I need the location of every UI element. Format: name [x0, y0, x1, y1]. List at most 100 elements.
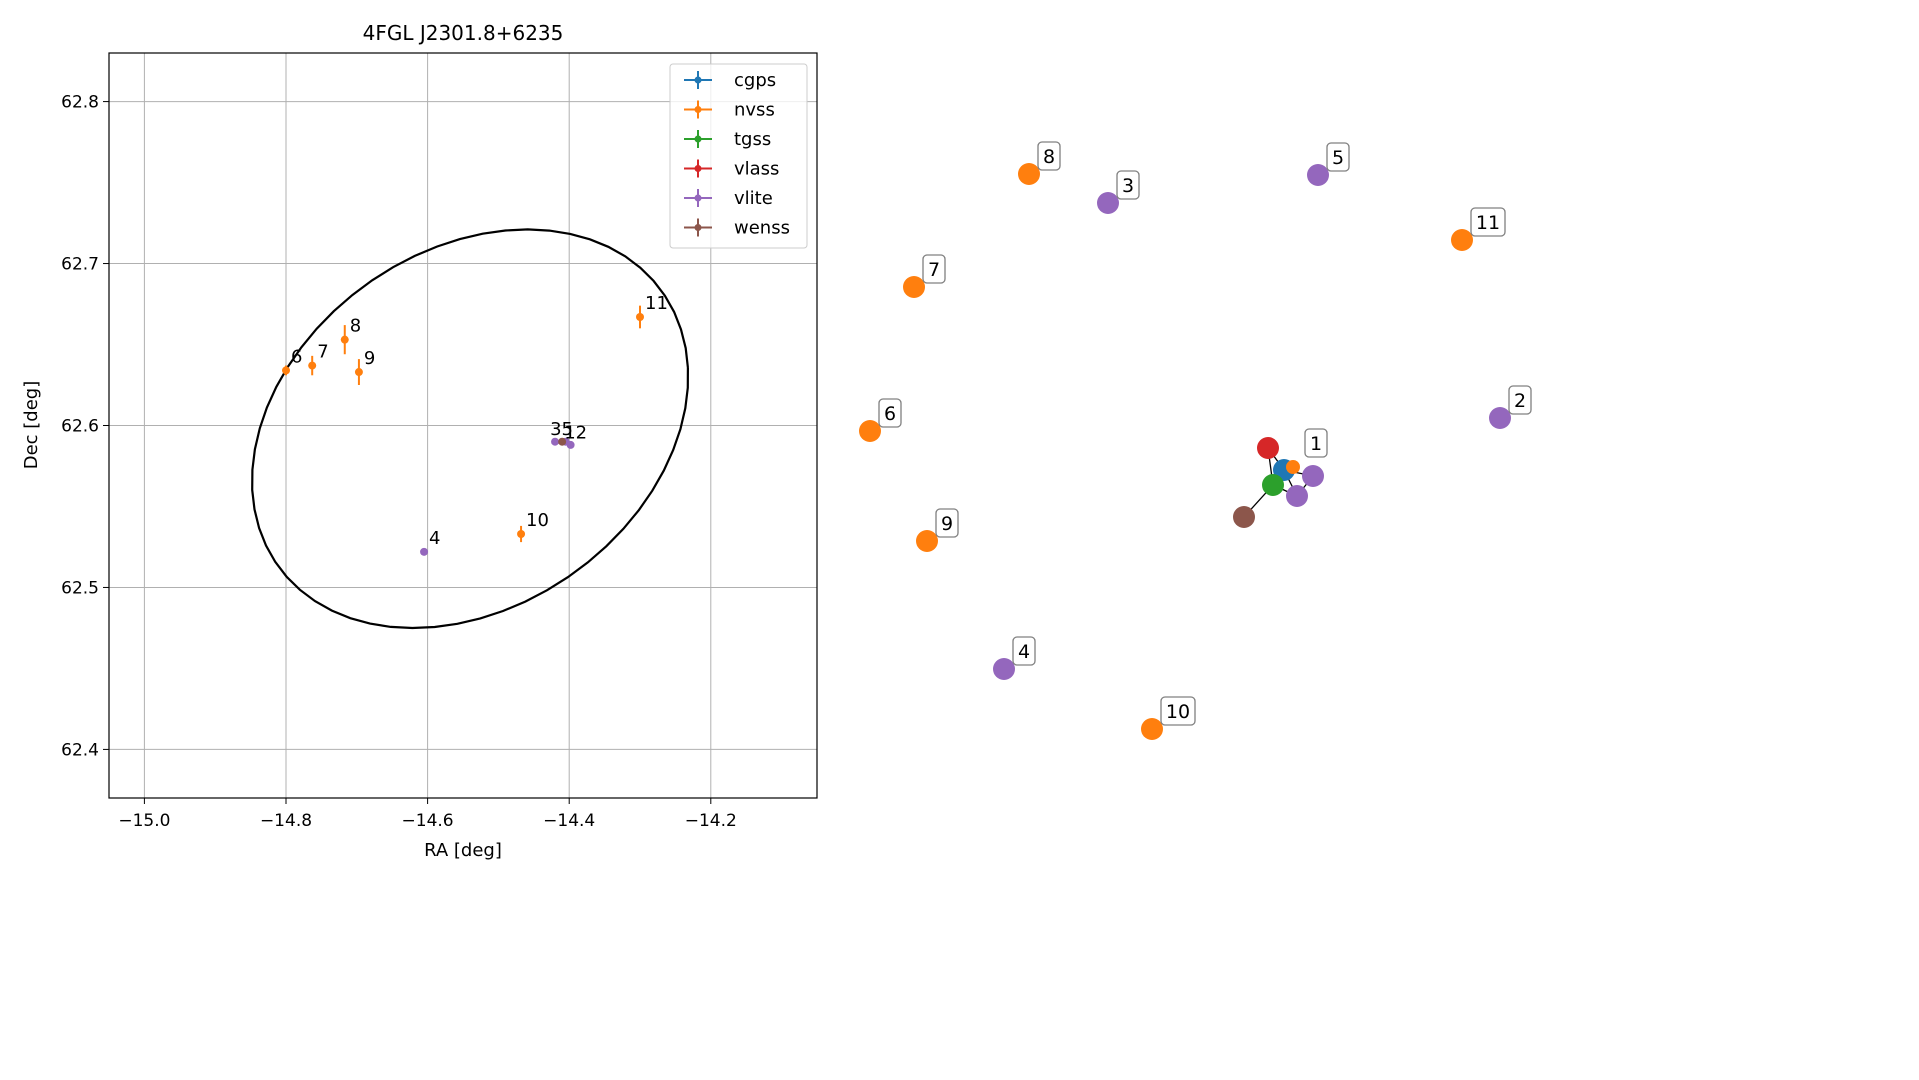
point-label: 8 — [350, 316, 361, 337]
node-label: 6 — [884, 403, 896, 425]
node-label-box: 7 — [922, 254, 946, 284]
legend-label: cgps — [734, 70, 776, 91]
label-box-frame — [1304, 428, 1328, 458]
legend-label: vlass — [734, 159, 779, 180]
node-label-box: 3 — [1116, 170, 1140, 200]
x-tick-label: −15.0 — [118, 811, 170, 831]
source-point-8 — [340, 335, 349, 344]
y-tick-label: 62.6 — [61, 417, 99, 437]
point-label: 7 — [317, 342, 328, 363]
node-label-box: 1 — [1304, 428, 1328, 458]
x-tick-label: −14.2 — [685, 811, 737, 831]
network-node-3 — [1097, 192, 1119, 214]
legend-marker — [694, 106, 702, 113]
network-node-5 — [1307, 164, 1329, 186]
legend-label: wenss — [734, 218, 790, 239]
legend-marker — [694, 165, 702, 172]
legend-entry-wenss: wenss — [684, 218, 790, 239]
legend-label: vlite — [734, 188, 773, 209]
network-node-6 — [859, 420, 881, 442]
source-point-6 — [282, 366, 290, 375]
cluster-node-vlite — [1286, 485, 1308, 507]
association-network: 8 3 5 11 7 6 2 9 4 10 1 — [859, 141, 1532, 740]
node-label: 7 — [928, 259, 940, 281]
source-point-9 — [354, 368, 363, 377]
node-label: 1 — [1310, 433, 1322, 455]
point-label: 11 — [645, 293, 668, 314]
label-box-frame — [1116, 170, 1140, 200]
label-box-frame — [935, 508, 959, 538]
legend-marker — [694, 76, 702, 84]
x-tick-label: −14.8 — [260, 811, 312, 831]
y-tick-label: 62.7 — [61, 255, 99, 275]
legend-entry-nvss: nvss — [684, 100, 775, 121]
source-point-11 — [636, 312, 644, 321]
legend-marker — [694, 135, 702, 143]
x-axis-label: RA [deg] — [424, 840, 502, 861]
node-label: 8 — [1043, 146, 1055, 168]
legend-marker — [694, 194, 702, 202]
x-tick-label: −14.4 — [543, 811, 595, 831]
source-point-7 — [308, 361, 317, 370]
network-node-4 — [993, 658, 1015, 680]
cluster-node-tgss — [1262, 474, 1284, 496]
node-label-box: 8 — [1037, 141, 1061, 171]
network-node-2 — [1489, 407, 1511, 429]
cluster-node-wenss — [1233, 506, 1255, 528]
cluster-point-label: 12 — [564, 422, 587, 443]
label-box-frame — [1012, 636, 1036, 666]
cluster-point-label: 35 — [550, 419, 573, 440]
label-box-frame — [1470, 207, 1506, 237]
network-node-1 — [1286, 460, 1300, 474]
network-node-7 — [903, 276, 925, 298]
legend-entry-vlass: vlass — [684, 159, 779, 180]
node-label: 11 — [1476, 212, 1500, 234]
point-label: 9 — [364, 348, 375, 369]
node-label: 4 — [1018, 641, 1030, 663]
network-node-10 — [1141, 718, 1163, 740]
y-tick-label: 62.4 — [61, 740, 99, 760]
label-box-frame — [922, 254, 946, 284]
legend: cgps nvss tgss vlass vlite wenss — [669, 63, 808, 249]
y-tick-label: 62.8 — [61, 93, 99, 113]
source-point-3 — [551, 437, 560, 446]
y-axis-label: Dec [deg] — [21, 381, 42, 470]
legend-entry-vlite: vlite — [684, 188, 773, 209]
cluster-node-vlite — [1302, 465, 1324, 487]
node-label: 3 — [1122, 175, 1134, 197]
node-label: 10 — [1166, 701, 1190, 723]
node-label-box: 4 — [1012, 636, 1036, 666]
node-label-box: 9 — [935, 508, 959, 538]
node-label-box: 5 — [1326, 142, 1350, 172]
axis-ticks: −15.0 −14.8 −14.6 −14.4 −14.2 62.4 62.5 62.6 62.… — [61, 93, 737, 831]
x-tick-label: −14.6 — [402, 811, 454, 831]
localization-ellipse — [251, 228, 690, 630]
label-box-frame — [878, 398, 902, 428]
y-tick-label: 62.5 — [61, 578, 99, 598]
node-label-box: 6 — [878, 398, 902, 428]
node-label-box: 10 — [1160, 696, 1196, 726]
point-label: 10 — [526, 510, 549, 531]
node-label-box: 2 — [1508, 385, 1532, 415]
chart-title: 4FGL J2301.8+6235 — [363, 21, 564, 45]
point-label: 6 — [291, 346, 302, 367]
legend-entry-cgps: cgps — [684, 70, 776, 91]
label-box-frame — [1326, 142, 1350, 172]
network-node-9 — [916, 530, 938, 552]
legend-marker — [694, 224, 702, 231]
network-nodes: 8 3 5 11 7 6 2 9 4 10 1 — [859, 141, 1532, 740]
legend-entry-tgss: tgss — [684, 129, 771, 150]
source-point-1 — [558, 437, 567, 446]
label-box-frame — [1508, 385, 1532, 415]
localization-ellipse-layer — [251, 228, 690, 630]
network-node-8 — [1018, 163, 1040, 185]
node-label: 2 — [1514, 390, 1526, 412]
source-point-4 — [420, 547, 429, 556]
source-point-10 — [517, 530, 526, 539]
node-label: 9 — [941, 513, 953, 535]
node-label: 5 — [1332, 147, 1344, 169]
cluster-node-vlass — [1257, 437, 1279, 459]
